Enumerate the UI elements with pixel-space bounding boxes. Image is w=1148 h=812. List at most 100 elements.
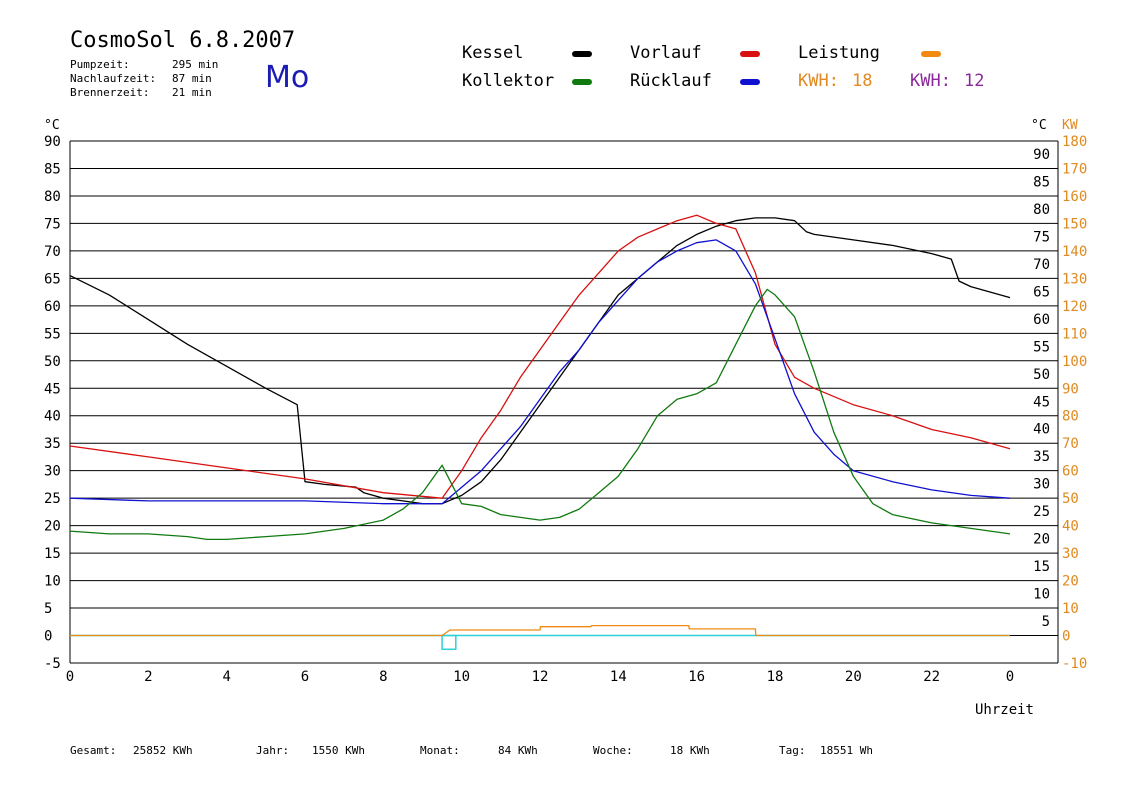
y-tick-label-left: 0 bbox=[44, 629, 52, 645]
x-tick-label: 0 bbox=[66, 669, 74, 685]
x-tick-label: 10 bbox=[453, 669, 470, 685]
y-tick-label-kw: 20 bbox=[1062, 574, 1079, 590]
y-tick-label-kw: 0 bbox=[1062, 629, 1070, 645]
stat-brennerzeit-value: 21 min bbox=[172, 86, 212, 99]
y-tick-label-kw: 170 bbox=[1062, 161, 1087, 177]
y-tick-label-right: 5 bbox=[1042, 614, 1050, 630]
x-tick-label: 20 bbox=[845, 669, 862, 685]
y-tick-label-left: 75 bbox=[44, 216, 61, 232]
legend-kessel-swatch bbox=[572, 51, 592, 57]
y-tick-label-left: 60 bbox=[44, 299, 61, 315]
chart-title: CosmoSol 6.8.2007 bbox=[70, 28, 296, 53]
y-axis-unit-left: °C bbox=[44, 118, 60, 133]
y-tick-label-left: 30 bbox=[44, 464, 61, 480]
y-tick-label-right: 90 bbox=[1033, 147, 1050, 163]
y-axis-unit-kw: KW bbox=[1062, 118, 1078, 133]
y-tick-label-right: 60 bbox=[1033, 312, 1050, 328]
y-tick-label-kw: 30 bbox=[1062, 546, 1079, 562]
stat-pumpzeit-label: Pumpzeit: bbox=[70, 58, 130, 71]
y-tick-label-kw: -10 bbox=[1062, 656, 1087, 672]
legend-kwh1-value: 18 bbox=[852, 71, 873, 91]
legend-ruecklauf-swatch bbox=[740, 79, 760, 85]
y-tick-label-kw: 120 bbox=[1062, 299, 1087, 315]
y-tick-label-kw: 10 bbox=[1062, 601, 1079, 617]
legend-vorlauf-swatch bbox=[740, 51, 760, 57]
x-tick-label: 4 bbox=[222, 669, 230, 685]
bottom-monat-label: Monat: bbox=[420, 744, 460, 757]
y-tick-label-left: 55 bbox=[44, 326, 61, 342]
bottom-woche-value: 18 KWh bbox=[670, 744, 710, 757]
y-tick-label-right: 50 bbox=[1033, 367, 1050, 383]
y-tick-label-left: 20 bbox=[44, 519, 61, 535]
y-tick-label-kw: 40 bbox=[1062, 519, 1079, 535]
legend-ruecklauf-label: Rücklauf bbox=[630, 71, 712, 91]
y-tick-label-kw: 70 bbox=[1062, 436, 1079, 452]
stat-nachlaufzeit-label: Nachlaufzeit: bbox=[70, 72, 157, 85]
x-axis-label: Uhrzeit bbox=[975, 702, 1034, 718]
y-tick-label-kw: 180 bbox=[1062, 134, 1087, 150]
y-tick-label-right: 10 bbox=[1033, 587, 1050, 603]
legend-kwh2-value: 12 bbox=[964, 71, 985, 91]
bottom-jahr-value: 1550 KWh bbox=[312, 744, 365, 757]
weekday-label: Mo bbox=[265, 60, 310, 95]
y-tick-label-kw: 130 bbox=[1062, 271, 1087, 287]
y-tick-label-kw: 110 bbox=[1062, 326, 1087, 342]
y-tick-label-left: 50 bbox=[44, 354, 61, 370]
y-tick-label-left: 40 bbox=[44, 409, 61, 425]
legend-vorlauf-label: Vorlauf bbox=[630, 43, 702, 63]
y-tick-label-kw: 80 bbox=[1062, 409, 1079, 425]
x-tick-label: 8 bbox=[379, 669, 387, 685]
y-tick-label-right: 25 bbox=[1033, 504, 1050, 520]
x-tick-label: 18 bbox=[767, 669, 784, 685]
x-tick-label: 22 bbox=[923, 669, 940, 685]
series-line-kessel bbox=[69, 217, 1011, 505]
stat-brennerzeit-label: Brennerzeit: bbox=[70, 86, 150, 99]
legend-leistung-swatch bbox=[921, 51, 941, 57]
y-tick-label-right: 70 bbox=[1033, 257, 1050, 273]
y-tick-label-kw: 160 bbox=[1062, 189, 1087, 205]
x-tick-label: 12 bbox=[532, 669, 549, 685]
y-tick-label-right: 75 bbox=[1033, 229, 1050, 245]
legend-kollektor-swatch bbox=[572, 79, 592, 85]
y-tick-label-kw: 140 bbox=[1062, 244, 1087, 260]
y-tick-label-left: 35 bbox=[44, 436, 61, 452]
y-tick-label-left: 85 bbox=[44, 161, 61, 177]
y-tick-label-right: 45 bbox=[1033, 394, 1050, 410]
y-tick-label-left: 65 bbox=[44, 271, 61, 287]
x-tick-label: 16 bbox=[688, 669, 705, 685]
y-tick-label-left: 15 bbox=[44, 546, 61, 562]
y-tick-label-left: 5 bbox=[44, 601, 52, 617]
y-tick-label-right: 65 bbox=[1033, 284, 1050, 300]
legend-kessel-label: Kessel bbox=[462, 43, 524, 63]
series-line-vorlauf bbox=[69, 214, 1011, 499]
x-tick-label: 0 bbox=[1006, 669, 1014, 685]
y-tick-label-left: -5 bbox=[44, 656, 61, 672]
bottom-gesamt-label: Gesamt: bbox=[70, 744, 117, 757]
y-tick-label-right: 30 bbox=[1033, 477, 1050, 493]
baseline-marker bbox=[441, 634, 457, 651]
y-axis-unit-right: °C bbox=[1031, 118, 1047, 133]
y-tick-label-kw: 50 bbox=[1062, 491, 1079, 507]
legend-kwh2-label: KWH: bbox=[910, 71, 951, 91]
y-tick-label-kw: 60 bbox=[1062, 464, 1079, 480]
y-tick-label-left: 10 bbox=[44, 574, 61, 590]
y-tick-label-kw: 90 bbox=[1062, 381, 1079, 397]
series-line-leistung bbox=[70, 624, 1010, 637]
legend-kollektor-label: Kollektor bbox=[462, 71, 555, 91]
bottom-tag-label: Tag: bbox=[779, 744, 806, 757]
bottom-woche-label: Woche: bbox=[593, 744, 633, 757]
y-tick-label-left: 70 bbox=[44, 244, 61, 260]
y-tick-label-left: 90 bbox=[44, 134, 61, 150]
y-tick-label-right: 15 bbox=[1033, 559, 1050, 575]
legend-leistung-label: Leistung bbox=[798, 43, 880, 63]
series-line-kollektor bbox=[69, 288, 1011, 541]
y-tick-label-kw: 150 bbox=[1062, 216, 1087, 232]
y-tick-label-left: 45 bbox=[44, 381, 61, 397]
series-line-ruecklauf bbox=[69, 239, 1011, 505]
y-tick-label-right: 20 bbox=[1033, 532, 1050, 548]
y-tick-label-left: 80 bbox=[44, 189, 61, 205]
bottom-jahr-label: Jahr: bbox=[256, 744, 290, 757]
y-tick-label-right: 55 bbox=[1033, 339, 1050, 355]
y-tick-label-right: 80 bbox=[1033, 202, 1050, 218]
